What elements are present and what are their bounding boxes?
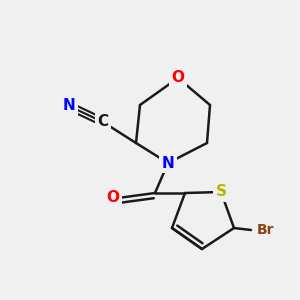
Text: O: O [172, 70, 184, 86]
Text: S: S [215, 184, 226, 200]
Text: N: N [162, 155, 174, 170]
Text: O: O [106, 190, 119, 206]
Text: C: C [98, 115, 109, 130]
Text: Br: Br [256, 223, 274, 237]
Text: N: N [63, 98, 75, 113]
